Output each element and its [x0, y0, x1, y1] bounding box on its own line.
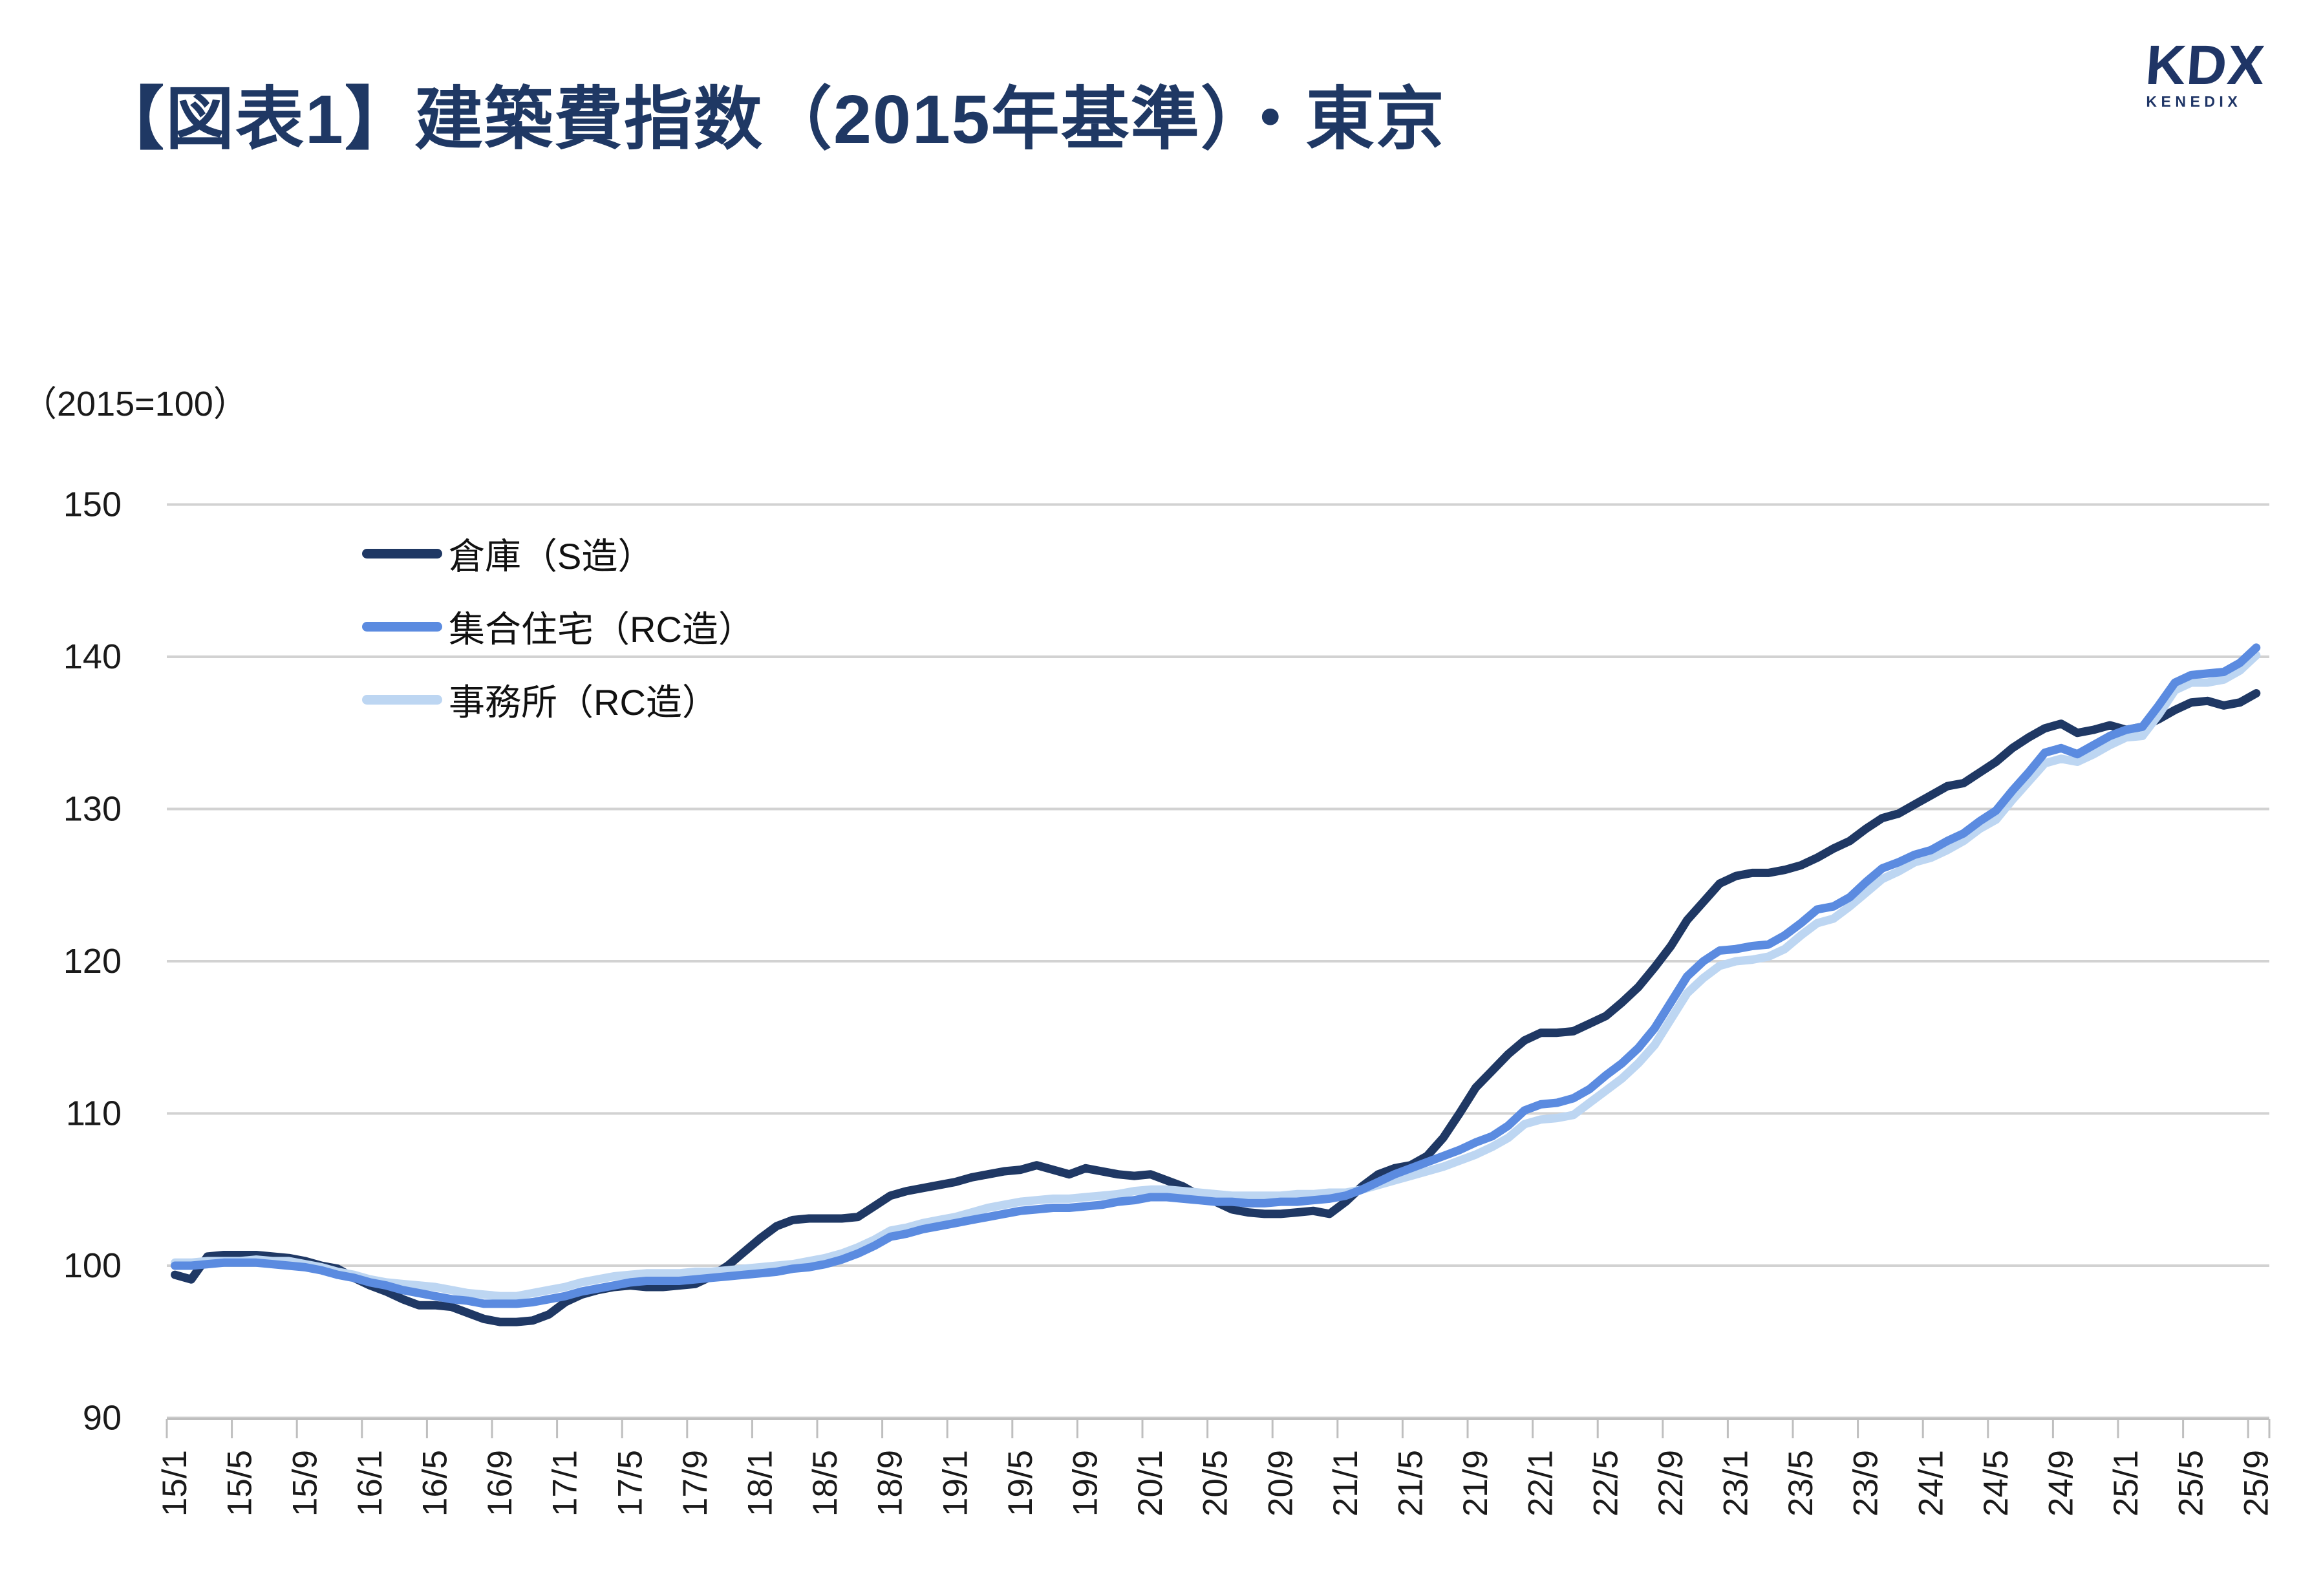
series-line-0 [171, 689, 2261, 1326]
y-axis-label: 150 [63, 485, 122, 524]
x-axis-label: 22/9 [1652, 1450, 1690, 1516]
legend-item-warehouse: 倉庫（S造） [362, 522, 755, 584]
x-axis-label: 17/9 [676, 1450, 714, 1516]
x-axis-label: 22/5 [1587, 1450, 1625, 1516]
series-line-2 [171, 651, 2261, 1301]
x-axis-label: 19/1 [936, 1450, 974, 1516]
legend-item-apartment: 集合住宅（RC造） [362, 595, 755, 657]
x-axis-label: 25/1 [2107, 1450, 2145, 1516]
x-axis-label: 21/1 [1327, 1450, 1365, 1516]
series-line-1 [171, 643, 2261, 1308]
y-axis-label: 110 [66, 1094, 122, 1133]
x-axis-label: 20/5 [1197, 1450, 1235, 1516]
x-axis-label: 20/9 [1261, 1450, 1300, 1516]
x-axis-label: 19/5 [1001, 1450, 1040, 1516]
x-axis-label: 15/5 [221, 1450, 259, 1516]
legend-swatch-warehouse [362, 548, 442, 559]
x-axis-label: 20/1 [1131, 1450, 1170, 1516]
x-axis-label: 15/1 [156, 1450, 194, 1516]
x-axis-label: 24/1 [1912, 1450, 1950, 1516]
y-axis-label: 120 [63, 942, 122, 981]
x-axis-label: 18/5 [806, 1450, 844, 1516]
x-axis-label: 23/1 [1717, 1450, 1755, 1516]
y-axis-label: 100 [63, 1246, 122, 1285]
x-axis-label: 17/1 [546, 1450, 584, 1516]
y-axis-label: 140 [63, 637, 122, 676]
x-axis-label: 16/9 [481, 1450, 519, 1516]
axis-unit-note: （2015=100） [22, 385, 248, 423]
x-axis-label: 18/9 [872, 1450, 910, 1516]
y-axis-label: 130 [63, 790, 122, 829]
x-axis-label: 24/9 [2042, 1450, 2081, 1516]
x-axis-label: 21/5 [1392, 1450, 1430, 1516]
x-axis-label: 23/9 [1847, 1450, 1885, 1516]
legend-item-office: 事務所（RC造） [362, 668, 755, 730]
legend-swatch-apartment [362, 621, 442, 632]
kdx-logo-subtext: KENEDIX [2146, 93, 2242, 110]
kdx-logo: KDX KENEDIX [2144, 34, 2267, 110]
x-axis-label: 19/9 [1067, 1450, 1105, 1516]
legend-swatch-office [362, 694, 442, 705]
x-axis-label: 23/5 [1782, 1450, 1820, 1516]
x-axis-label: 16/5 [416, 1450, 455, 1516]
x-axis-label: 15/9 [286, 1450, 324, 1516]
x-axis-label: 17/5 [611, 1450, 649, 1516]
x-axis-label: 18/1 [742, 1450, 780, 1516]
x-axis-label: 21/9 [1457, 1450, 1495, 1516]
x-axis-label: 22/1 [1522, 1450, 1560, 1516]
legend-label-office: 事務所（RC造） [449, 681, 718, 723]
legend-label-apartment: 集合住宅（RC造） [449, 608, 755, 650]
x-axis-label: 16/1 [351, 1450, 389, 1516]
chart-legend: 倉庫（S造） 集合住宅（RC造） 事務所（RC造） [362, 522, 755, 741]
page-title: 【図表1】建築費指数（2015年基準）・東京 [96, 81, 1446, 158]
x-axis-label: 24/5 [1977, 1450, 2015, 1516]
legend-label-warehouse: 倉庫（S造） [449, 535, 654, 577]
x-axis-label: 25/9 [2237, 1450, 2275, 1516]
x-axis-label: 25/5 [2172, 1450, 2210, 1516]
y-axis-label: 90 [83, 1399, 122, 1438]
